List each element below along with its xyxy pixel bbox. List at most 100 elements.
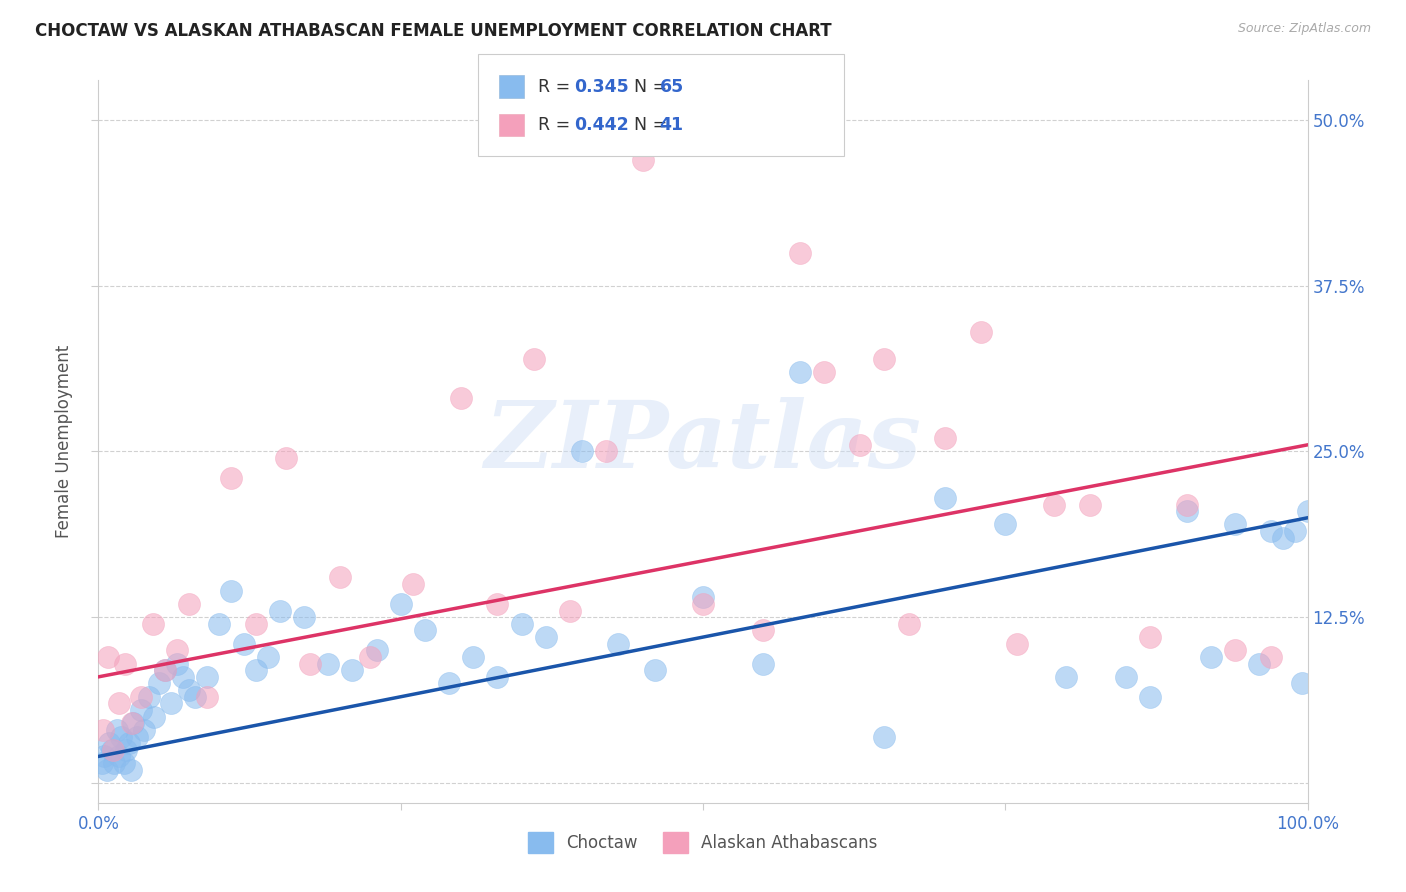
Point bbox=[160, 697, 183, 711]
Point bbox=[752, 657, 775, 671]
Point bbox=[1296, 504, 1319, 518]
Point bbox=[221, 471, 243, 485]
Point bbox=[813, 365, 835, 379]
Point bbox=[195, 670, 218, 684]
Point bbox=[523, 351, 546, 366]
Point bbox=[789, 245, 811, 260]
Point bbox=[1115, 670, 1137, 684]
Point bbox=[195, 690, 218, 704]
Point bbox=[450, 392, 472, 406]
Text: R =: R = bbox=[538, 116, 576, 134]
Point bbox=[510, 616, 533, 631]
Point bbox=[1007, 637, 1029, 651]
Point bbox=[1175, 498, 1198, 512]
Point bbox=[179, 597, 201, 611]
Point bbox=[1139, 630, 1161, 644]
Point bbox=[1284, 524, 1306, 538]
Point bbox=[184, 690, 207, 704]
Point bbox=[934, 491, 956, 505]
Legend: Choctaw, Alaskan Athabascans: Choctaw, Alaskan Athabascans bbox=[522, 826, 884, 860]
Point bbox=[558, 603, 581, 617]
Point bbox=[208, 616, 231, 631]
Point bbox=[115, 743, 138, 757]
Point bbox=[970, 325, 993, 339]
Point bbox=[789, 365, 811, 379]
Point bbox=[96, 763, 118, 777]
Text: 65: 65 bbox=[659, 78, 683, 95]
Point bbox=[571, 444, 593, 458]
Point bbox=[360, 650, 382, 665]
Point bbox=[108, 749, 131, 764]
Point bbox=[129, 703, 152, 717]
Text: 0.442: 0.442 bbox=[574, 116, 628, 134]
Point bbox=[692, 591, 714, 605]
Point bbox=[274, 451, 297, 466]
Point bbox=[166, 657, 188, 671]
Point bbox=[103, 756, 125, 770]
Point bbox=[143, 709, 166, 723]
Point bbox=[245, 663, 267, 677]
Point bbox=[127, 730, 149, 744]
Point bbox=[179, 683, 201, 698]
Point bbox=[221, 583, 243, 598]
Point bbox=[413, 624, 436, 638]
Point bbox=[994, 517, 1017, 532]
Point bbox=[245, 616, 267, 631]
Point bbox=[269, 603, 291, 617]
Point bbox=[1139, 690, 1161, 704]
Point bbox=[897, 616, 920, 631]
Point bbox=[873, 351, 896, 366]
Point bbox=[108, 697, 131, 711]
Point bbox=[692, 597, 714, 611]
Point bbox=[172, 670, 194, 684]
Point bbox=[120, 763, 142, 777]
Point bbox=[97, 650, 120, 665]
Point bbox=[437, 676, 460, 690]
Point bbox=[366, 643, 388, 657]
Point bbox=[1260, 650, 1282, 665]
Point bbox=[486, 597, 509, 611]
Point bbox=[118, 736, 141, 750]
Point bbox=[342, 663, 364, 677]
Point bbox=[292, 610, 315, 624]
Point bbox=[595, 444, 617, 458]
Point bbox=[1078, 498, 1101, 512]
Text: Source: ZipAtlas.com: Source: ZipAtlas.com bbox=[1237, 22, 1371, 36]
Point bbox=[1272, 531, 1295, 545]
Point bbox=[934, 431, 956, 445]
Point bbox=[607, 637, 630, 651]
Point bbox=[101, 743, 124, 757]
Point bbox=[1249, 657, 1271, 671]
Text: 0.345: 0.345 bbox=[574, 78, 628, 95]
Point bbox=[134, 723, 156, 737]
Text: R =: R = bbox=[538, 78, 576, 95]
Point bbox=[122, 716, 145, 731]
Point bbox=[129, 690, 152, 704]
Point bbox=[1260, 524, 1282, 538]
Point bbox=[1054, 670, 1077, 684]
Point bbox=[1199, 650, 1222, 665]
Point bbox=[463, 650, 485, 665]
Point bbox=[142, 616, 165, 631]
Text: N =: N = bbox=[623, 116, 672, 134]
Point bbox=[121, 716, 143, 731]
Point bbox=[299, 657, 322, 671]
Point bbox=[105, 723, 128, 737]
Point bbox=[138, 690, 160, 704]
Point bbox=[166, 643, 188, 657]
Point bbox=[873, 730, 896, 744]
Point bbox=[644, 663, 666, 677]
Point bbox=[148, 676, 170, 690]
Point bbox=[1223, 517, 1246, 532]
Text: N =: N = bbox=[623, 78, 672, 95]
Text: 41: 41 bbox=[659, 116, 683, 134]
Point bbox=[112, 756, 135, 770]
Point bbox=[631, 153, 654, 167]
Point bbox=[91, 756, 114, 770]
Text: ZIPatlas: ZIPatlas bbox=[485, 397, 921, 486]
Text: CHOCTAW VS ALASKAN ATHABASCAN FEMALE UNEMPLOYMENT CORRELATION CHART: CHOCTAW VS ALASKAN ATHABASCAN FEMALE UNE… bbox=[35, 22, 832, 40]
Point bbox=[329, 570, 352, 584]
Point bbox=[316, 657, 339, 671]
Point bbox=[153, 663, 176, 677]
Point bbox=[486, 670, 509, 684]
